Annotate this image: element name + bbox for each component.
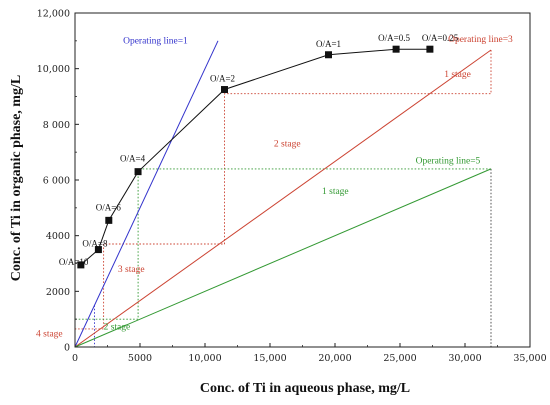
x-tick-label: 15,000	[253, 353, 286, 364]
y-tick-label: 0	[64, 343, 70, 354]
isotherm-point	[77, 261, 85, 269]
operating-line-2	[74, 49, 492, 348]
annotation-label: Operating line=5	[416, 156, 481, 166]
isotherm-point-label: O/A=0.5	[378, 33, 410, 43]
annotation-label: Operating line=1	[123, 37, 188, 47]
x-axis-title: Conc. of Ti in aqueous phase, mg/L	[200, 381, 410, 396]
isotherm-point-label: O/A=4	[120, 154, 146, 164]
annotation-label: 4 stage	[36, 329, 63, 339]
annotation-label: 1 stage	[322, 187, 349, 197]
stage-line-0	[75, 50, 492, 330]
isotherm-point	[221, 86, 228, 94]
x-tick-label: 5000	[128, 353, 152, 364]
stage-step-lines	[75, 50, 492, 347]
annotation-label: Operating line=3	[448, 35, 513, 45]
isotherm-point	[325, 51, 332, 59]
y-axis-title: Conc. of Ti in organic phase, mg/L	[9, 75, 24, 281]
annotation-label: 3 stage	[118, 265, 145, 275]
x-tick-label: 30,000	[448, 353, 481, 364]
annotation-label: 1 stage	[444, 70, 471, 80]
isotherm-point	[105, 216, 113, 224]
x-tick-label: 10,000	[188, 353, 221, 364]
isotherm-point-label: O/A=0.25	[422, 33, 459, 43]
y-tick-label: 12,000	[37, 9, 70, 20]
x-tick-label: 0	[72, 353, 78, 364]
isotherm-point-label: O/A=10	[59, 257, 89, 267]
operating-line-1	[74, 40, 219, 348]
isotherm-point-label: O/A=1	[316, 39, 341, 49]
isotherm-point	[426, 45, 434, 53]
isotherm-line	[80, 48, 430, 266]
isotherm-point	[94, 246, 102, 254]
annotations: Operating line=1 Operating line=3 Operatin…	[36, 35, 513, 339]
annotation-label: 2 stage	[274, 140, 301, 150]
isotherm-point-label: O/A=6	[96, 202, 122, 212]
axes: 0 5000 10,000 15,000 20,000 25,000 30,000 35,00…	[37, 9, 547, 365]
isotherm-point-label: O/A=8	[82, 239, 108, 249]
isotherm-point	[392, 45, 400, 53]
stage-line-1	[75, 168, 491, 320]
isotherm-series: O/A=10 O/A=8 O/A=6 O/A=4 O/A=2 O/A=1 O/A=0.5 O/…	[59, 33, 459, 269]
isotherm-point	[134, 168, 142, 176]
y-tick-label: 10,000	[37, 64, 70, 75]
y-tick-label: 4000	[46, 231, 70, 242]
y-tick-label: 8 000	[43, 120, 70, 131]
operating-line-3	[74, 168, 492, 348]
x-tick-label: 20,000	[318, 353, 351, 364]
x-tick-label: 35,000	[513, 353, 546, 364]
operating-lines	[74, 40, 492, 348]
y-tick-label: 6 000	[43, 176, 70, 187]
x-tick-label: 25,000	[383, 353, 416, 364]
y-tick-label: 2000	[46, 287, 70, 298]
annotation-label: 2 stage	[104, 323, 131, 333]
isotherm-point-label: O/A=2	[210, 74, 235, 84]
